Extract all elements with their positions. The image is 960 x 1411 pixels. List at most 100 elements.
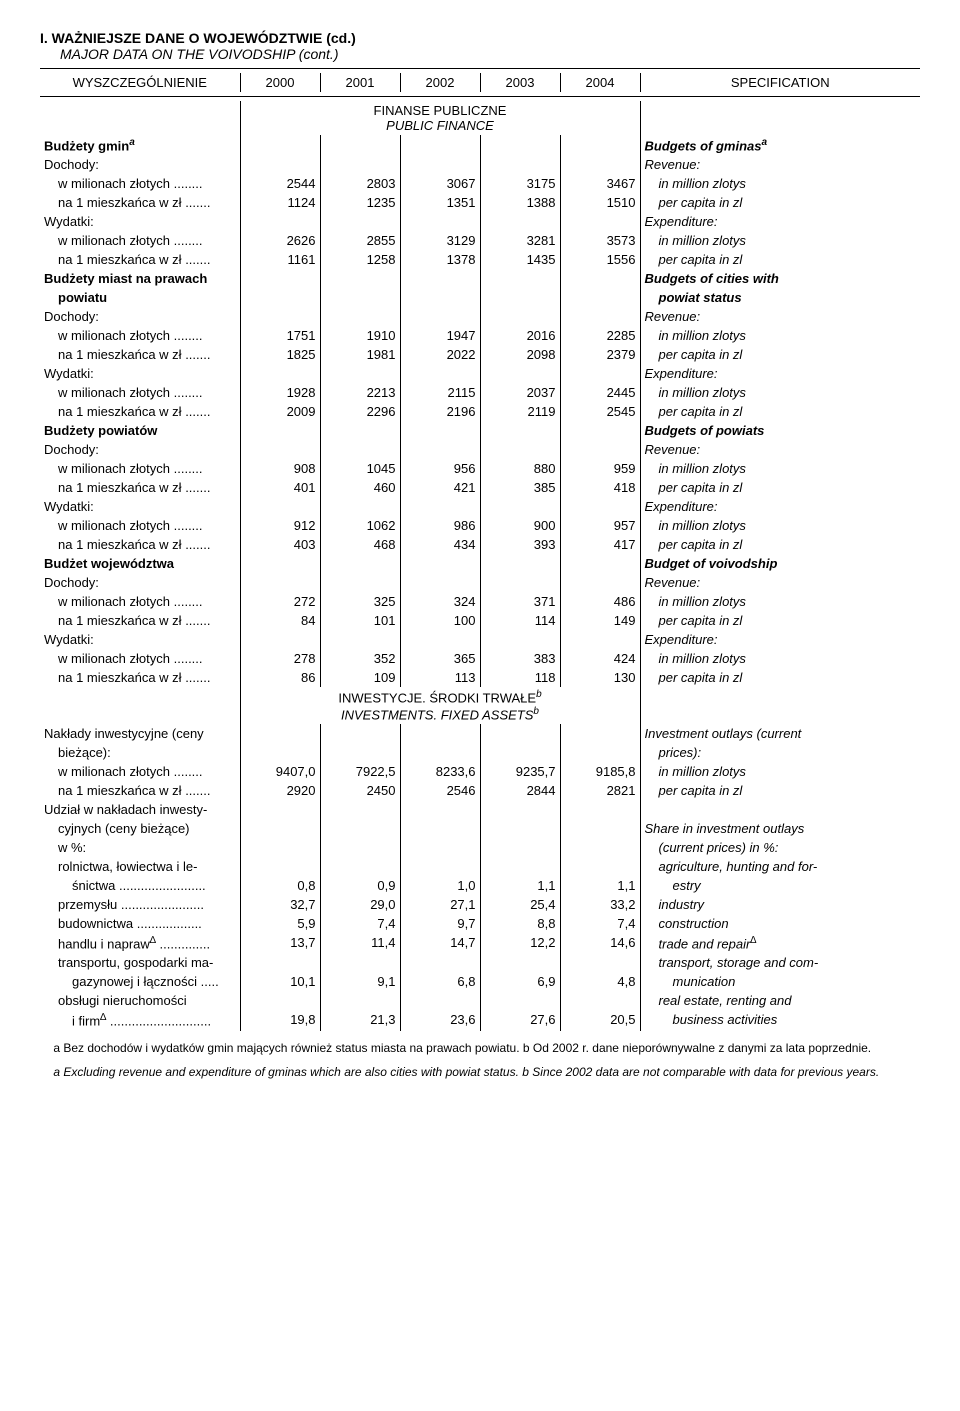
spec: per capita in zl — [645, 613, 743, 628]
spec: Revenue: — [645, 157, 701, 172]
label: na 1 mieszkańca w zł — [58, 195, 182, 210]
label: Wydatki: — [44, 214, 94, 229]
spec: estry — [645, 878, 701, 893]
v2: 986 — [400, 516, 480, 535]
v3: 880 — [480, 459, 560, 478]
v2: 1947 — [400, 326, 480, 345]
v0: 86 — [240, 668, 320, 687]
v3: 3281 — [480, 231, 560, 250]
spec: industry — [645, 897, 705, 912]
v1: 1062 — [320, 516, 400, 535]
v3: 1388 — [480, 193, 560, 212]
row-re-1: obsługi nieruchomości real estate, renti… — [40, 991, 920, 1010]
label: w milionach złotych — [58, 385, 170, 400]
spec: agriculture, hunting and for- — [645, 859, 818, 874]
v0: 908 — [240, 459, 320, 478]
spec: in million zlotys — [645, 651, 746, 666]
sup: ∆ — [100, 1012, 106, 1023]
dots: ....... — [185, 195, 210, 210]
label: na 1 mieszkańca w zł — [58, 537, 182, 552]
footnote-pl-text: a Bez dochodów i wydatków gmin mających … — [53, 1041, 871, 1055]
row-budgets-cities-1: Budżety miast na prawach Budgets of citi… — [40, 269, 920, 288]
v2: 9,7 — [400, 914, 480, 933]
hdr-y2: 2002 — [400, 73, 480, 92]
label: w milionach złotych — [58, 651, 170, 666]
dots: .............. — [160, 936, 211, 951]
v4: 959 — [560, 459, 640, 478]
footnote-en-text: a Excluding revenue and expenditure of g… — [53, 1065, 879, 1079]
section-1-head: FINANSE PUBLICZNE PUBLIC FINANCE — [40, 101, 920, 135]
v1: 29,0 — [320, 895, 400, 914]
spec: Budgets of powiats — [645, 423, 765, 438]
label: Nakłady inwestycyjne (ceny — [44, 726, 204, 741]
v2: 1351 — [400, 193, 480, 212]
dots: ........ — [174, 233, 203, 248]
v0: 2544 — [240, 174, 320, 193]
v4: 2445 — [560, 383, 640, 402]
label: na 1 mieszkańca w zł — [58, 783, 182, 798]
label: gazynowej i łączności — [72, 974, 197, 989]
label: Dochody: — [44, 575, 99, 590]
v3: 900 — [480, 516, 560, 535]
v0: 1161 — [240, 250, 320, 269]
row-wydatki-2: Wydatki: Expenditure: — [40, 364, 920, 383]
v1: 2450 — [320, 781, 400, 800]
v2: 434 — [400, 535, 480, 554]
v3: 383 — [480, 649, 560, 668]
row-construction: budownictwa .................. 5,9 7,4 9… — [40, 914, 920, 933]
row-voiv-exp-cap: na 1 mieszkańca w zł ....... 86 109 113 … — [40, 668, 920, 687]
v4: 417 — [560, 535, 640, 554]
dots: ........ — [174, 176, 203, 191]
label: transportu, gospodarki ma- — [44, 955, 213, 970]
v1: 352 — [320, 649, 400, 668]
dots: ....................... — [121, 897, 204, 912]
row-pow-rev-mln: w milionach złotych ........ 908 1045 95… — [40, 459, 920, 478]
v4: 2379 — [560, 345, 640, 364]
dots: ........ — [174, 764, 203, 779]
label: w milionach złotych — [58, 518, 170, 533]
row-out-cap: na 1 mieszkańca w zł ....... 2920 2450 2… — [40, 781, 920, 800]
footnote-pl: a Bez dochodów i wydatków gmin mających … — [40, 1041, 920, 1055]
row-voiv-rev-cap: na 1 mieszkańca w zł ....... 84 101 100 … — [40, 611, 920, 630]
v2: 2115 — [400, 383, 480, 402]
v3: 114 — [480, 611, 560, 630]
v3: 385 — [480, 478, 560, 497]
v4: 1556 — [560, 250, 640, 269]
label: powiatu — [44, 290, 107, 305]
v3: 8,8 — [480, 914, 560, 933]
label: Udział w nakładach inwesty- — [44, 802, 207, 817]
spec: in million zlotys — [645, 518, 746, 533]
spec: in million zlotys — [645, 233, 746, 248]
spec: Revenue: — [645, 442, 701, 457]
v0: 403 — [240, 535, 320, 554]
spec: Share in investment outlays — [645, 821, 805, 836]
v0: 1825 — [240, 345, 320, 364]
v1: 11,4 — [320, 933, 400, 953]
v4: 957 — [560, 516, 640, 535]
spec: in million zlotys — [645, 461, 746, 476]
v4: 3467 — [560, 174, 640, 193]
v4: 7,4 — [560, 914, 640, 933]
section1-en: PUBLIC FINANCE — [245, 118, 636, 133]
spec: per capita in zl — [645, 195, 743, 210]
spec: (current prices) in %: — [645, 840, 779, 855]
v3: 25,4 — [480, 895, 560, 914]
label: cyjnych (ceny bieżące) — [44, 821, 190, 836]
spec: transport, storage and com- — [645, 955, 819, 970]
spec: per capita in zl — [645, 404, 743, 419]
label: przemysłu — [58, 897, 117, 912]
spec: per capita in zl — [645, 252, 743, 267]
v3: 1,1 — [480, 876, 560, 895]
label: w milionach złotych — [58, 764, 170, 779]
v4: 424 — [560, 649, 640, 668]
v1: 0,9 — [320, 876, 400, 895]
v1: 9,1 — [320, 972, 400, 991]
v3: 2016 — [480, 326, 560, 345]
label: Dochody: — [44, 309, 99, 324]
v1: 2213 — [320, 383, 400, 402]
row-pow-exp-cap: na 1 mieszkańca w zł ....... 403 468 434… — [40, 535, 920, 554]
v2: 365 — [400, 649, 480, 668]
spec: in million zlotys — [645, 176, 746, 191]
row-trade: handlu i napraw∆ .............. 13,7 11,… — [40, 933, 920, 953]
spec: in million zlotys — [645, 594, 746, 609]
